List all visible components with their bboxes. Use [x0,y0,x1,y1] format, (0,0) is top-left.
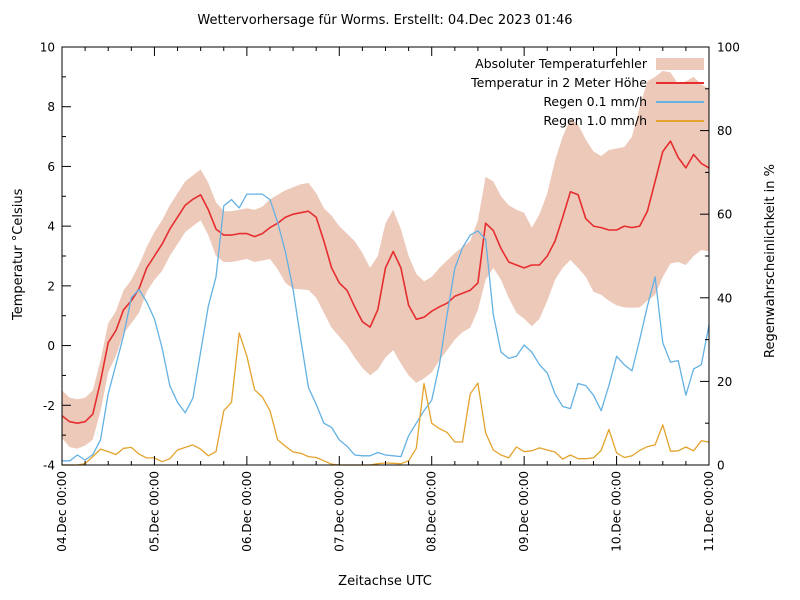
chart-title: Wettervorhersage für Worms. Erstellt: 04… [197,13,573,28]
legend: Absoluter Temperaturfehler Temperatur in … [471,54,704,130]
y-right-tick-label: 0 [717,459,725,473]
legend-label: Regen 0.1 mm/h [543,94,647,109]
left-axis-title: Temperatur °Celsius [11,188,26,320]
y-left-tick-label: 6 [47,160,55,174]
legend-label: Temperatur in 2 Meter Höhe [471,75,647,90]
x-tick-label: 04.Dec 00:00 [55,471,69,552]
y-right-tick-label: 80 [717,124,732,138]
legend-line-swatch [656,119,704,122]
legend-item-1: Temperatur in 2 Meter Höhe [471,73,704,92]
temperature-error-band [62,70,709,449]
x-tick-label: 09.Dec 00:00 [517,471,531,552]
legend-item-0: Absoluter Temperaturfehler [475,54,704,73]
y-left-tick-label: 10 [40,41,55,55]
right-axis-title: Regenwahrscheinlichkeit in % [763,164,778,358]
temperatur-in-2-meter-h-he-line [61,140,710,425]
x-tick-label: 11.Dec 00:00 [702,471,716,552]
y-right-tick-label: 40 [717,291,732,305]
x-tick-label: 07.Dec 00:00 [332,471,346,552]
x-axis-title: Zeitachse UTC [338,574,432,589]
regen-0-1-mm-h-line [62,193,710,462]
x-tick-label: 08.Dec 00:00 [425,471,439,552]
legend-line-swatch [656,100,704,103]
legend-item-2: Regen 0.1 mm/h [543,92,704,111]
y-left-tick-label: -4 [43,459,55,473]
x-tick-label: 10.Dec 00:00 [610,471,624,552]
y-left-tick-label: 4 [47,220,55,234]
y-right-tick-label: 60 [717,208,732,222]
legend-label: Absoluter Temperaturfehler [475,56,647,71]
x-tick-label: 06.Dec 00:00 [240,471,254,552]
y-left-tick-label: 0 [47,339,55,353]
y-left-tick-label: 8 [47,100,55,114]
legend-band-swatch [656,57,704,70]
legend-item-3: Regen 1.0 mm/h [543,111,704,130]
legend-line-swatch [656,81,704,84]
x-tick-label: 05.Dec 00:00 [147,471,161,552]
y-right-tick-label: 20 [717,375,732,389]
y-left-tick-label: -2 [43,399,55,413]
y-right-tick-label: 100 [717,41,740,55]
y-left-tick-label: 2 [47,279,55,293]
legend-label: Regen 1.0 mm/h [543,113,647,128]
